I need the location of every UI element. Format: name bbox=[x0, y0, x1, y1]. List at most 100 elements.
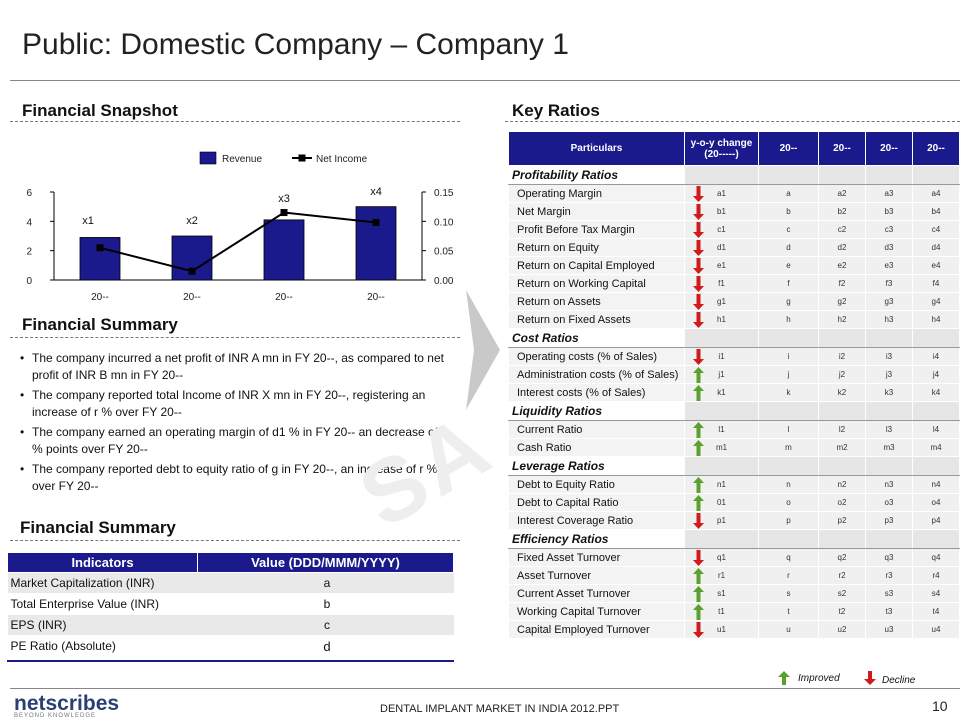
decline-arrow-icon bbox=[693, 622, 704, 640]
ratio-name: Profit Before Tax Margin bbox=[508, 220, 685, 239]
ratio-value: g2 bbox=[818, 292, 866, 311]
ratio-name: Working Capital Turnover bbox=[508, 602, 685, 621]
left-tick-label: 4 bbox=[26, 217, 32, 228]
ratio-category-row: Efficiency Ratios bbox=[508, 529, 960, 549]
particulars-header: Particulars bbox=[508, 131, 685, 166]
ratio-value: a bbox=[758, 184, 819, 203]
ratio-value: l2 bbox=[818, 420, 866, 439]
category-blank-cell bbox=[684, 529, 759, 549]
net-income-point bbox=[188, 267, 196, 275]
ratio-name: Debt to Capital Ratio bbox=[508, 493, 685, 512]
indicator-value: c bbox=[197, 614, 454, 636]
ratio-value: j3 bbox=[865, 365, 913, 384]
table-row: EPS (INR) c bbox=[7, 614, 454, 636]
table-row: Debt to Capital Ratio 01 o o2 o3 o4 bbox=[508, 493, 960, 513]
legend-revenue-label: Revenue bbox=[222, 154, 262, 165]
improved-arrow-icon bbox=[693, 367, 704, 385]
financial-summary-heading-2: Financial Summary bbox=[20, 518, 176, 537]
year-header: 20-- bbox=[818, 131, 866, 166]
right-tick-label: 0.15 bbox=[434, 188, 454, 199]
ratio-value: j bbox=[758, 365, 819, 384]
revenue-data-label: x2 bbox=[186, 215, 198, 227]
summary-divider bbox=[10, 337, 460, 338]
net-income-point bbox=[372, 219, 380, 227]
table-row: Return on Fixed Assets h1 h h2 h3 h4 bbox=[508, 310, 960, 329]
ratio-value: e2 bbox=[818, 256, 866, 275]
category-blank-cell bbox=[818, 165, 866, 185]
decline-arrow-icon bbox=[693, 550, 704, 568]
revenue-bar bbox=[79, 237, 121, 281]
ratio-name: Capital Employed Turnover bbox=[508, 620, 685, 639]
improved-arrow-icon bbox=[693, 495, 704, 513]
ratio-value: d3 bbox=[865, 238, 913, 257]
indicator-value: a bbox=[197, 572, 454, 594]
ratio-category-title: Liquidity Ratios bbox=[508, 401, 685, 421]
table-row: Working Capital Turnover t1 t t2 t3 t4 bbox=[508, 602, 960, 622]
yoy-change-value: e1 bbox=[684, 256, 759, 275]
x-tick-label: 20-- bbox=[367, 292, 385, 303]
category-blank-cell bbox=[818, 529, 866, 549]
ratio-name: Operating Margin bbox=[508, 184, 685, 203]
revenue-data-label: x1 bbox=[82, 215, 94, 227]
ratio-name: Fixed Asset Turnover bbox=[508, 548, 685, 567]
ratio-name: Return on Equity bbox=[508, 238, 685, 257]
ratio-value: l bbox=[758, 420, 819, 439]
ratio-value: u bbox=[758, 620, 819, 639]
ratio-value: g bbox=[758, 292, 819, 311]
ratio-value: p2 bbox=[818, 511, 866, 530]
key-ratios-heading: Key Ratios bbox=[512, 101, 600, 120]
ratio-value: o3 bbox=[865, 493, 913, 512]
decline-arrow-icon bbox=[693, 240, 704, 258]
improved-arrow-icon bbox=[693, 604, 704, 622]
ratio-name: Current Ratio bbox=[508, 420, 685, 439]
table-row: Interest costs (% of Sales) k1 k k2 k3 k4 bbox=[508, 383, 960, 402]
ratio-value: q3 bbox=[865, 548, 913, 567]
ratio-value: d4 bbox=[912, 238, 960, 257]
ratio-value: d2 bbox=[818, 238, 866, 257]
ratio-value: h3 bbox=[865, 310, 913, 329]
ratio-name: Net Margin bbox=[508, 202, 685, 221]
ratio-value: i3 bbox=[865, 347, 913, 366]
yoy-change-value: b1 bbox=[684, 202, 759, 221]
yoy-change-value: f1 bbox=[684, 274, 759, 294]
decline-arrow-icon bbox=[693, 294, 704, 312]
ratio-category-row: Liquidity Ratios bbox=[508, 401, 960, 421]
table-row: Capital Employed Turnover u1 u u2 u3 u4 bbox=[508, 620, 960, 640]
ratio-value: g4 bbox=[912, 292, 960, 311]
ratio-value: a2 bbox=[818, 184, 866, 203]
indicator-name: EPS (INR) bbox=[7, 614, 198, 636]
ratio-name: Operating costs (% of Sales) bbox=[508, 347, 685, 366]
ratio-name: Return on Working Capital bbox=[508, 274, 685, 293]
summary-bullet: The company earned an operating margin o… bbox=[20, 424, 460, 458]
indicators-table: Indicators Value (DDD/MMM/YYYY) Market C… bbox=[7, 552, 454, 657]
ratio-value: k4 bbox=[912, 383, 960, 402]
ratio-value: q4 bbox=[912, 548, 960, 567]
table-row: Cash Ratio m1 m m2 m3 m4 bbox=[508, 438, 960, 457]
decline-arrow-icon bbox=[693, 276, 704, 294]
ratio-value: u4 bbox=[912, 620, 960, 639]
revenue-bar bbox=[263, 219, 305, 281]
ratio-category-title: Efficiency Ratios bbox=[508, 529, 685, 549]
decline-arrow-icon bbox=[693, 513, 704, 531]
ratio-value: j4 bbox=[912, 365, 960, 384]
snapshot-divider bbox=[10, 121, 460, 122]
value-header: Value (DDD/MMM/YYYY) bbox=[197, 552, 454, 573]
category-blank-cell bbox=[758, 529, 819, 549]
indicators-bottom-rule bbox=[7, 660, 454, 662]
ratio-value: m2 bbox=[818, 438, 866, 457]
ratio-value: t bbox=[758, 602, 819, 621]
footer-text: DENTAL IMPLANT MARKET IN INDIA 2012.PPT bbox=[380, 703, 620, 715]
category-blank-cell bbox=[818, 401, 866, 421]
right-tick-label: 0.10 bbox=[434, 217, 454, 228]
title-divider bbox=[10, 80, 960, 81]
improved-label: Improved bbox=[798, 673, 840, 684]
category-blank-cell bbox=[865, 328, 913, 348]
decline-arrow-icon bbox=[693, 222, 704, 240]
logo-text: netscribes bbox=[14, 692, 120, 715]
yoy-change-value: s1 bbox=[684, 584, 759, 603]
yoy-change-value: p1 bbox=[684, 511, 759, 531]
ratio-value: i4 bbox=[912, 347, 960, 366]
yoy-change-value: i1 bbox=[684, 347, 759, 366]
yoy-change-value: j1 bbox=[684, 365, 759, 385]
netscribes-logo: netscribes BEYOND KNOWLEDGE bbox=[14, 692, 119, 719]
